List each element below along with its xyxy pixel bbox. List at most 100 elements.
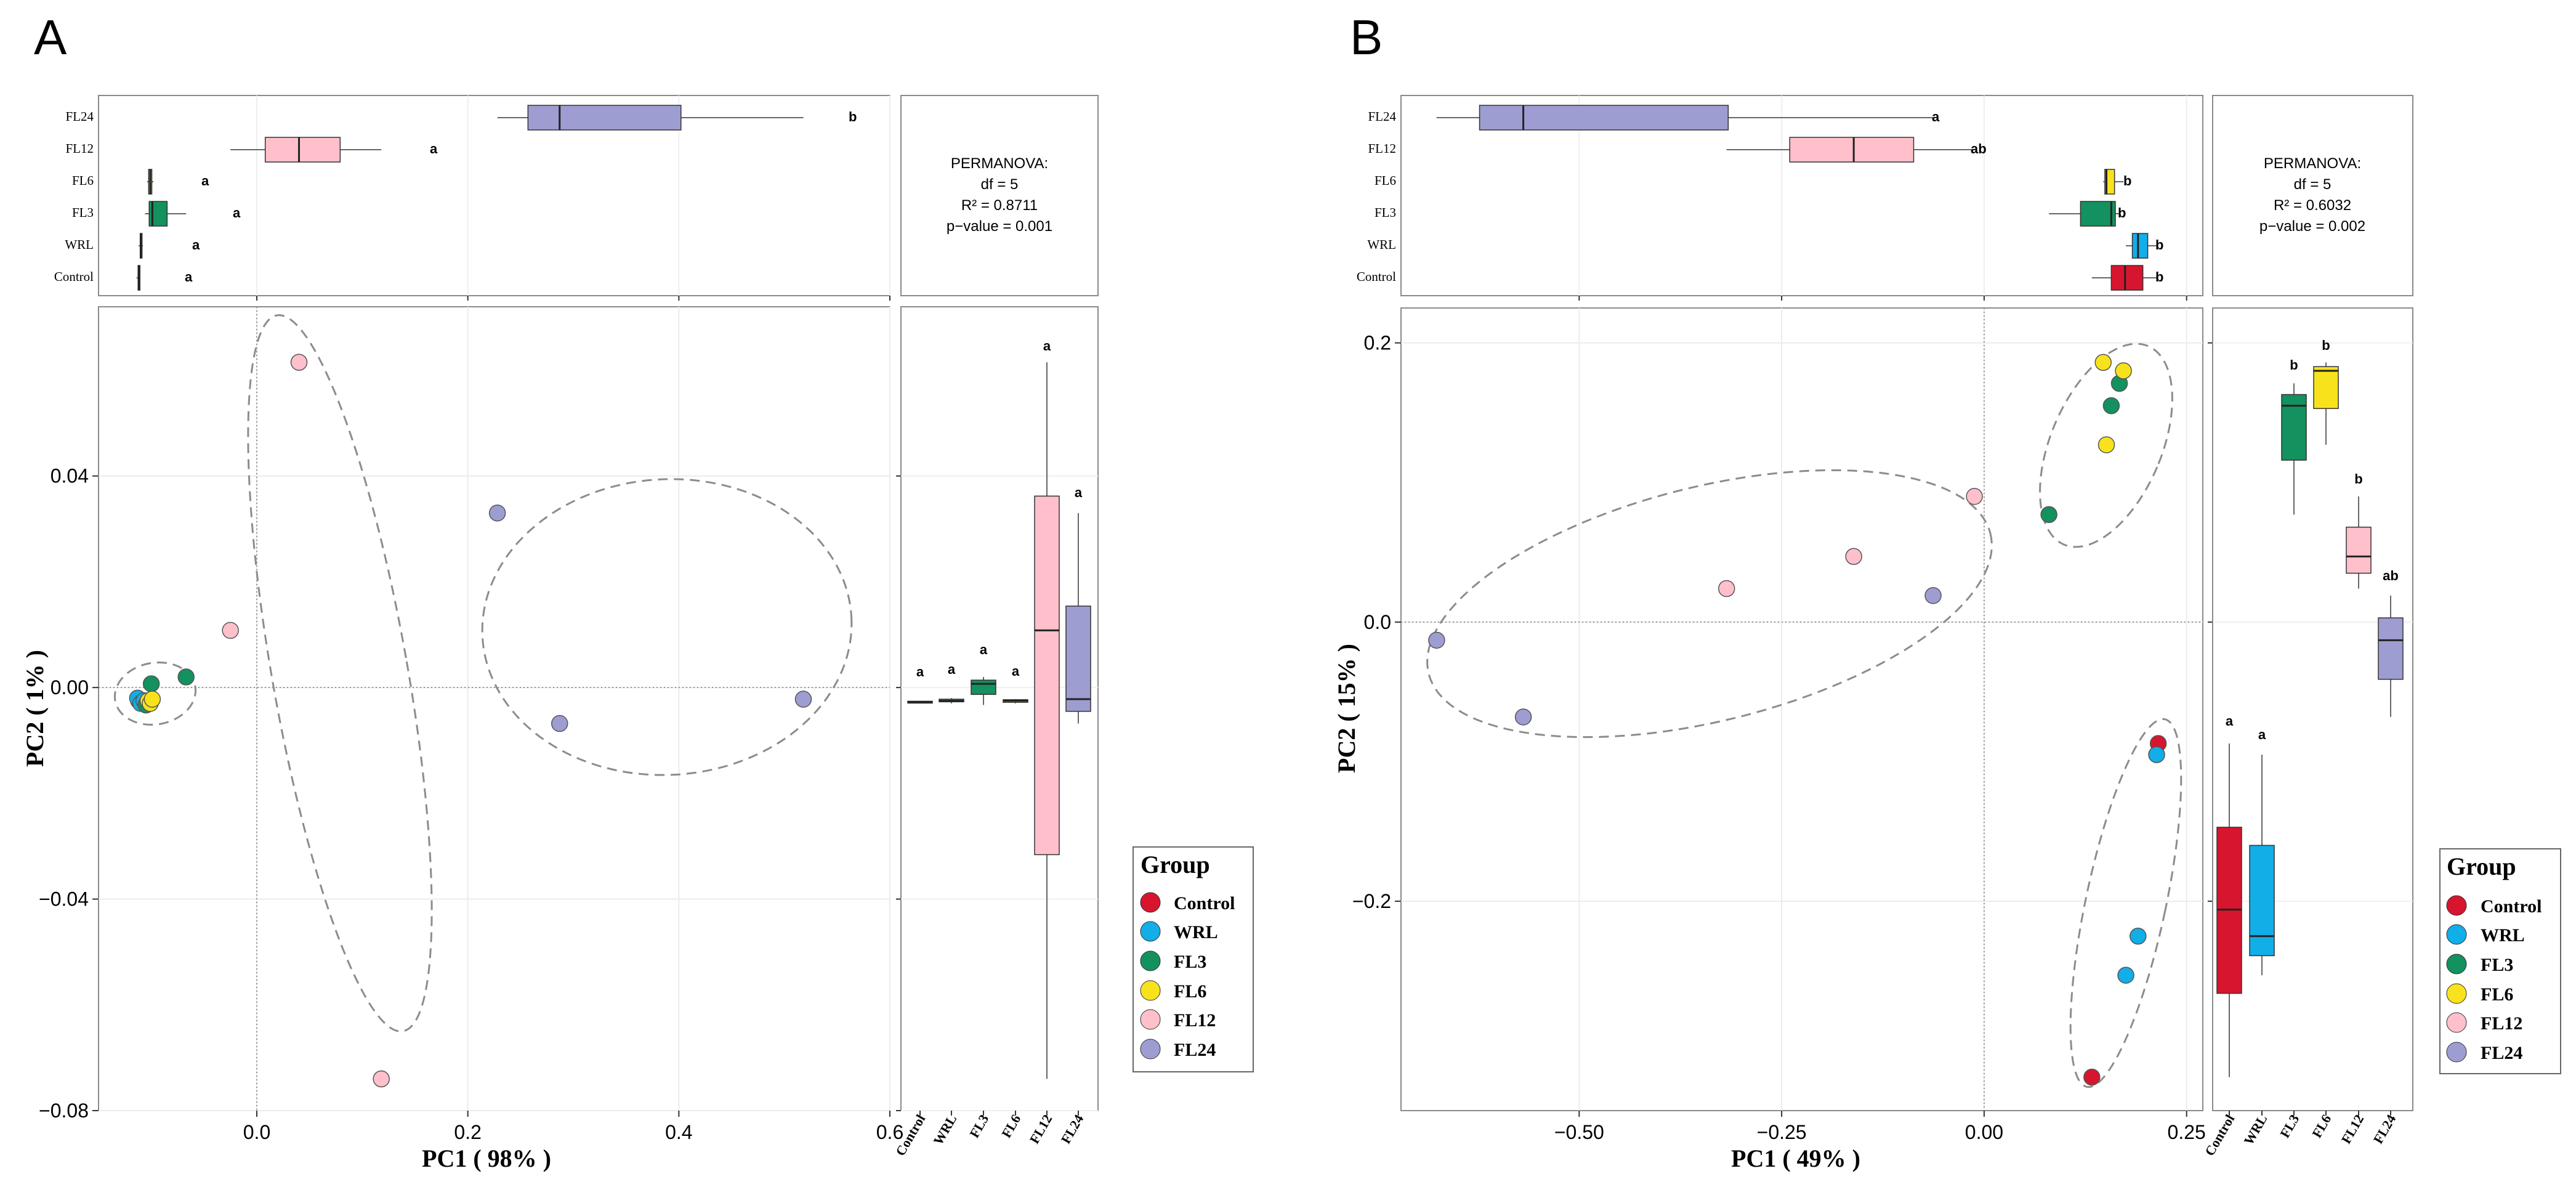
panel-a-right-box-fl3 — [971, 676, 996, 705]
panel-b-point-fl6 — [2115, 362, 2132, 379]
panel-a-right-box-fl6 — [1003, 699, 1028, 703]
panel-b-x-tick-label: −0.25 — [1757, 1121, 1807, 1143]
panel-a-legend-key-fl3 — [1140, 950, 1161, 971]
panel-b-permanova-title: PERMANOVA: — [2264, 155, 2361, 172]
panel-a-right-box-body — [1065, 606, 1091, 712]
panel-b-top-cat-control: Control — [1357, 269, 1396, 284]
panel-b-point-fl3 — [2102, 397, 2120, 415]
panel-a: A FL24 FL12 FL6 FL3 WRL Control b a a a … — [21, 10, 1254, 1172]
panel-b-right-box-body — [2281, 394, 2307, 461]
panel-b-point-fl24 — [1924, 587, 1942, 604]
panel-a-right-box-marks — [907, 362, 1091, 1079]
panel-b-top-box-labels: FL24 FL12 FL6 FL3 WRL Control — [1357, 109, 1397, 284]
panel-a-permanova-p: p−value = 0.001 — [947, 218, 1052, 235]
panel-b-ellipse-control-wrl — [2069, 718, 2182, 1088]
panel-b-top-box-fl24 — [1436, 105, 1934, 131]
panel-b-top-cat-fl24: FL24 — [1368, 109, 1396, 124]
panel-a-point-fl24 — [488, 504, 506, 522]
panel-a-top-box-frame — [98, 95, 890, 296]
panel-a-permanova-frame — [900, 95, 1099, 296]
panel-b-legend-label-fl12: FL12 — [2481, 1013, 2522, 1034]
panel-a-x-tick-label: 0.4 — [665, 1121, 692, 1143]
panel-b-top-box-grid — [1578, 95, 2187, 301]
panel-a-legend-label-wrl: WRL — [1174, 922, 1218, 942]
panel-b-legend-label-control: Control — [2481, 896, 2542, 917]
panel-a-top-cat-control: Control — [54, 269, 94, 284]
panel-b-permanova-r2: R² = 0.6032 — [2274, 197, 2351, 214]
panel-a-legend-label-fl3: FL3 — [1174, 952, 1206, 972]
panel-b-legend-label-wrl: WRL — [2481, 925, 2525, 946]
panel-b-right-sig-fl3: b — [2290, 357, 2298, 373]
panel-a-top-cat-wrl: WRL — [65, 237, 94, 252]
panel-b-point-fl12 — [1845, 548, 1862, 565]
panel-b-y-axis-title: PC2 ( 15% ) — [1333, 644, 1360, 773]
panel-a-top-box-fl12 — [230, 137, 382, 163]
panel-a-right-box-control — [907, 700, 933, 704]
panel-b-top-cat-wrl: WRL — [1367, 237, 1396, 252]
panel-a-legend-title: Group — [1141, 851, 1210, 878]
panel-a-top-box-labels: FL24 FL12 FL6 FL3 WRL Control — [54, 109, 94, 284]
panel-a-x-axis-title: PC1 ( 98% ) — [422, 1144, 551, 1172]
panel-letter-a: A — [34, 10, 67, 65]
panel-a-ellipses — [113, 314, 853, 1032]
panel-b-point-fl24 — [1514, 708, 1532, 726]
panel-a-top-box-control — [136, 265, 140, 291]
panel-a-top-cat-fl3: FL3 — [72, 205, 94, 220]
panel-a-y-axis-title: PC2 ( 1% ) — [21, 650, 49, 767]
panel-a-scatter-frame — [98, 306, 890, 1111]
panel-b-point-control — [2083, 1068, 2101, 1086]
panel-a-top-box-body — [264, 137, 341, 163]
panel-a-right-box-body — [1034, 495, 1060, 856]
panel-b-top-box-wrl — [2126, 233, 2157, 259]
panel-b-x-tick-label: −0.50 — [1554, 1121, 1604, 1143]
panel-a-right-sig-control: a — [916, 664, 924, 679]
panel-a-right-box-wrl — [939, 698, 964, 703]
panel-b-permanova-df: df = 5 — [2294, 176, 2332, 193]
panel-a-top-cat-fl24: FL24 — [65, 109, 94, 124]
panel-b-top-box-body — [1479, 105, 1729, 131]
panel-a-top-sig-fl3: a — [233, 205, 241, 221]
panel-b-right-sig-control: a — [2226, 713, 2234, 729]
panel-b-x-tick-label: 0.25 — [2168, 1121, 2206, 1143]
panel-a-right-box-fl24 — [1065, 512, 1091, 724]
panel-a-y-tick-label: −0.04 — [39, 888, 89, 910]
panel-b-ellipse-fl12-fl24 — [1426, 469, 1993, 739]
panel-b-right-box-body — [2249, 845, 2275, 957]
panel-a-legend-label-fl12: FL12 — [1174, 1010, 1216, 1031]
panel-b-x-tick-label: 0.00 — [1965, 1121, 2003, 1143]
panel-b-legend-label-fl6: FL6 — [2481, 984, 2513, 1005]
panel-b-right-box-fl12 — [2346, 496, 2372, 589]
panel-b-top-box-body — [2080, 201, 2116, 227]
panel-a-right-sig-fl24: a — [1075, 485, 1083, 500]
panel-a-top-sig-fl6: a — [201, 173, 209, 188]
panel-b-top-sig-fl3: b — [2118, 205, 2126, 221]
panel-a-legend-label-fl6: FL6 — [1174, 981, 1206, 1002]
panel-b-scatter-frame — [1400, 307, 2203, 1111]
panel-b-legend: Group Control WRL FL3 FL6 FL12 FL24 — [2439, 848, 2561, 1074]
panel-b-legend-key-wrl — [2446, 924, 2467, 945]
panel-a-right-sig-fl6: a — [1012, 663, 1020, 679]
panel-b-legend-key-fl3 — [2446, 954, 2467, 974]
panel-a-legend-label-fl24: FL24 — [1174, 1040, 1216, 1060]
panel-a-x-tick-label: 0.6 — [876, 1121, 903, 1143]
panel-a-point-fl24 — [794, 691, 812, 708]
panel-a-top-cat-fl12: FL12 — [65, 141, 94, 156]
panel-a-top-sig-fl24: b — [849, 109, 857, 124]
panel-b-top-sig-fl6: b — [2123, 173, 2131, 188]
panel-a-legend-key-fl6 — [1140, 980, 1161, 1001]
panel-b-top-box-body — [1789, 137, 1915, 163]
panel-b-point-fl3 — [2040, 506, 2057, 524]
panel-a-right-sig-fl12: a — [1043, 338, 1051, 354]
panel-b-legend-key-fl12 — [2446, 1012, 2467, 1033]
panel-b-top-cat-fl12: FL12 — [1368, 141, 1396, 156]
panel-b-point-fl6 — [2098, 436, 2115, 453]
panel-b-right-sig-fl12: b — [2354, 471, 2362, 487]
panel-a-legend: Group Control WRL FL3 FL6 FL12 FL24 — [1133, 846, 1254, 1072]
panel-b-right-sig-fl24: ab — [2383, 568, 2399, 583]
panel-a-top-sig-control: a — [185, 269, 193, 285]
panel-b-permanova-p: p−value = 0.002 — [2259, 218, 2365, 235]
panel-b-right-box-body — [2346, 527, 2372, 574]
panel-b-permanova-frame — [2212, 95, 2413, 296]
panel-b-point-wrl — [2148, 746, 2165, 763]
